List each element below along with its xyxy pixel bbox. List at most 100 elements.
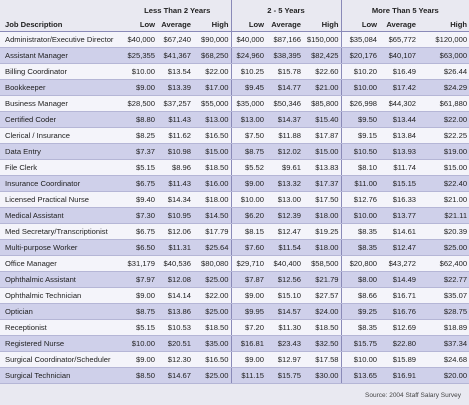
salary-cell: $35,000 (230, 95, 266, 112)
salary-cell: $25.00 (418, 239, 469, 256)
salary-cell: $38,395 (266, 47, 303, 64)
salary-cell: $8.75 (230, 143, 266, 160)
salary-cell: $15.00 (303, 143, 342, 160)
column-header: High (418, 18, 469, 32)
salary-cell: $13.77 (379, 207, 419, 224)
salary-cell: $21.00 (418, 191, 469, 208)
salary-cell: $8.50 (124, 367, 157, 384)
table-row: Ophthalmic Assistant $7.97 $12.08 $25.00 $7.… (0, 271, 469, 288)
salary-cell: $24.68 (418, 351, 469, 368)
salary-cell: $22.25 (418, 127, 469, 144)
salary-cell: $15.40 (303, 111, 342, 128)
salary-cell: $20.51 (157, 335, 193, 352)
salary-cell: $21.79 (303, 271, 342, 288)
job-cell: Optician (0, 303, 124, 320)
salary-cell: $9.95 (230, 303, 266, 320)
salary-cell: $8.66 (340, 287, 380, 304)
salary-cell: $15.10 (266, 287, 303, 304)
table-row: Receptionist $5.15 $10.53 $18.50 $7.20 $11.30… (0, 319, 469, 336)
salary-cell: $13.54 (157, 63, 193, 80)
salary-cell: $44,302 (379, 95, 419, 112)
salary-cell: $8.75 (124, 303, 157, 320)
salary-cell: $22.00 (193, 287, 231, 304)
salary-cell: $19.25 (303, 223, 342, 240)
salary-cell: $14.67 (157, 367, 193, 384)
salary-cell: $20,800 (340, 255, 380, 272)
salary-cell: $18.00 (303, 239, 342, 256)
table-row: Licensed Practical Nurse $9.40 $14.34 $18.0… (0, 191, 469, 208)
column-header: Job Description (0, 18, 124, 32)
salary-cell: $11.43 (157, 175, 193, 192)
salary-cell: $11.31 (157, 239, 193, 256)
salary-cell: $10.00 (340, 79, 380, 96)
salary-cell: $22.77 (418, 271, 469, 288)
job-cell: Assistant Manager (0, 47, 124, 64)
salary-cell: $13.39 (157, 79, 193, 96)
salary-cell: $15.75 (266, 367, 303, 384)
salary-cell: $12.08 (157, 271, 193, 288)
table-body: Administrator/Executive Director $40,000 $… (0, 31, 469, 384)
table-row: Administrator/Executive Director $40,000 $… (0, 31, 469, 48)
table-row: Registered Nurse $10.00 $20.51 $35.00 $16.81… (0, 335, 469, 352)
salary-cell: $18.50 (303, 319, 342, 336)
salary-cell: $12.69 (379, 319, 419, 336)
salary-cell: $5.52 (230, 159, 266, 176)
salary-cell: $35.00 (193, 335, 231, 352)
job-cell: Medical Assistant (0, 207, 124, 224)
salary-cell: $27.57 (303, 287, 342, 304)
salary-cell: $15.89 (379, 351, 419, 368)
salary-cell: $14.49 (379, 271, 419, 288)
table-row: Bookkeeper $9.00 $13.39 $17.00 $9.45 $14.77 $2… (0, 79, 469, 96)
salary-cell: $12.39 (266, 207, 303, 224)
salary-cell: $8.10 (340, 159, 380, 176)
table-row: Med Secretary/Transcriptionist $6.75 $12.0… (0, 223, 469, 240)
salary-cell: $16.33 (379, 191, 419, 208)
salary-cell: $11.00 (340, 175, 380, 192)
salary-cell: $12.02 (266, 143, 303, 160)
salary-cell: $14.77 (266, 79, 303, 96)
salary-cell: $7.87 (230, 271, 266, 288)
salary-cell: $10.20 (340, 63, 380, 80)
job-cell: Registered Nurse (0, 335, 124, 352)
salary-cell: $7.20 (230, 319, 266, 336)
salary-cell: $14.14 (157, 287, 193, 304)
salary-cell: $65,772 (379, 31, 419, 48)
salary-cell: $24,960 (230, 47, 266, 64)
table-row: Surgical Coordinator/Scheduler $9.00 $12.3… (0, 351, 469, 368)
salary-cell: $8.15 (230, 223, 266, 240)
salary-cell: $6.75 (124, 175, 157, 192)
salary-cell: $67,240 (157, 31, 193, 48)
salary-cell: $22.60 (303, 63, 342, 80)
salary-cell: $15.75 (340, 335, 380, 352)
salary-cell: $30.00 (303, 367, 342, 384)
job-cell: Receptionist (0, 319, 124, 336)
table-row: Surgical Technician $8.50 $14.67 $25.00 $11.… (0, 367, 469, 384)
salary-cell: $28.75 (418, 303, 469, 320)
salary-cell: $35.07 (418, 287, 469, 304)
salary-cell: $16.00 (193, 175, 231, 192)
job-cell: Billing Coordinator (0, 63, 124, 80)
salary-cell: $11.88 (266, 127, 303, 144)
salary-cell: $58,500 (303, 255, 342, 272)
job-cell: Business Manager (0, 95, 124, 112)
salary-cell: $15.15 (379, 175, 419, 192)
salary-cell: $17.50 (303, 191, 342, 208)
salary-cell: $24.29 (418, 79, 469, 96)
table-row: Insurance Coordinator $6.75 $11.43 $16.00 $9… (0, 175, 469, 192)
salary-cell: $11.62 (157, 127, 193, 144)
salary-cell: $14.50 (193, 207, 231, 224)
table-header: Less Than 2 Years 2 - 5 Years More Than 5 … (0, 0, 469, 32)
salary-cell: $18.00 (193, 191, 231, 208)
salary-cell: $18.50 (193, 319, 231, 336)
job-cell: Bookkeeper (0, 79, 124, 96)
salary-cell: $15.00 (193, 143, 231, 160)
salary-cell: $12.47 (379, 239, 419, 256)
salary-cell: $10.53 (157, 319, 193, 336)
salary-cell: $13.86 (157, 303, 193, 320)
salary-cell: $28,500 (124, 95, 157, 112)
salary-cell: $9.50 (340, 111, 380, 128)
salary-cell: $43,272 (379, 255, 419, 272)
salary-cell: $22.40 (418, 175, 469, 192)
salary-cell: $8.96 (157, 159, 193, 176)
salary-cell: $8.35 (340, 239, 380, 256)
